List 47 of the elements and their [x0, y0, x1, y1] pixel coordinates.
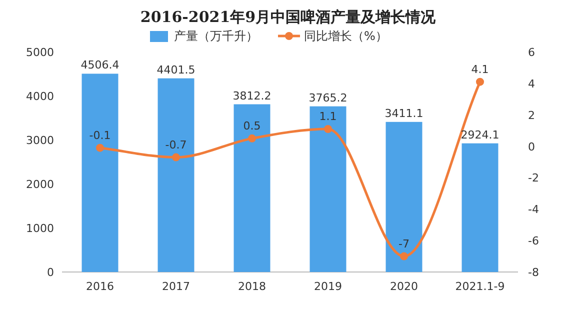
data-label: 3812.2 — [232, 89, 272, 102]
x-tick-label: 2019 — [314, 280, 342, 293]
y2-tick-label: 0 — [528, 140, 535, 154]
x-tick-label: 2021.1-9 — [455, 280, 505, 293]
chart-title: 2016-2021年9月中国啤酒产量及增长情况 — [140, 8, 437, 26]
data-label: 3765.2 — [308, 91, 348, 104]
point — [248, 134, 256, 142]
y-tick-label: 5000 — [26, 46, 54, 59]
legend-label: 同比增长（%） — [304, 29, 388, 43]
data-label: 2924.1 — [460, 128, 500, 142]
y-tick-label: 2000 — [26, 178, 54, 191]
point — [476, 78, 484, 86]
y2-tick-label: -6 — [528, 234, 539, 248]
y-tick-label: 3000 — [26, 134, 54, 147]
data-label: 3411.1 — [384, 106, 424, 120]
point — [400, 252, 408, 260]
y2-tick-label: 6 — [528, 46, 535, 59]
x-tick-label: 2016 — [86, 280, 114, 293]
x-tick-label: 2020 — [390, 280, 418, 293]
y-tick-label: 1000 — [26, 222, 54, 235]
bar — [82, 74, 118, 272]
point — [96, 144, 104, 152]
legend-label: 产量（万千升） — [174, 29, 258, 43]
y2-tick-label: 2 — [528, 108, 535, 122]
data-label: 4401.5 — [156, 63, 196, 76]
bar — [386, 122, 422, 272]
bar — [310, 106, 346, 272]
data-label: 4506.4 — [80, 58, 120, 72]
data-label: 1.1 — [319, 110, 337, 123]
data-label: -0.7 — [165, 138, 187, 152]
data-label: -0.1 — [89, 128, 111, 142]
y-tick-label: 0 — [47, 266, 54, 279]
data-label: 4.1 — [471, 62, 489, 76]
bar — [158, 78, 194, 272]
y2-tick-label: 4 — [528, 77, 535, 90]
y2-tick-label: -2 — [528, 172, 539, 185]
data-label: -7 — [398, 237, 410, 250]
point — [324, 125, 332, 133]
bar — [234, 104, 270, 272]
y-tick-label: 4000 — [26, 90, 54, 103]
bar — [462, 143, 498, 272]
point — [172, 153, 180, 162]
y2-tick-label: -8 — [528, 266, 539, 279]
data-label: 0.5 — [243, 119, 261, 132]
x-tick-label: 2017 — [162, 280, 190, 293]
y2-tick-label: -4 — [528, 203, 539, 216]
x-tick-label: 2018 — [238, 280, 266, 293]
